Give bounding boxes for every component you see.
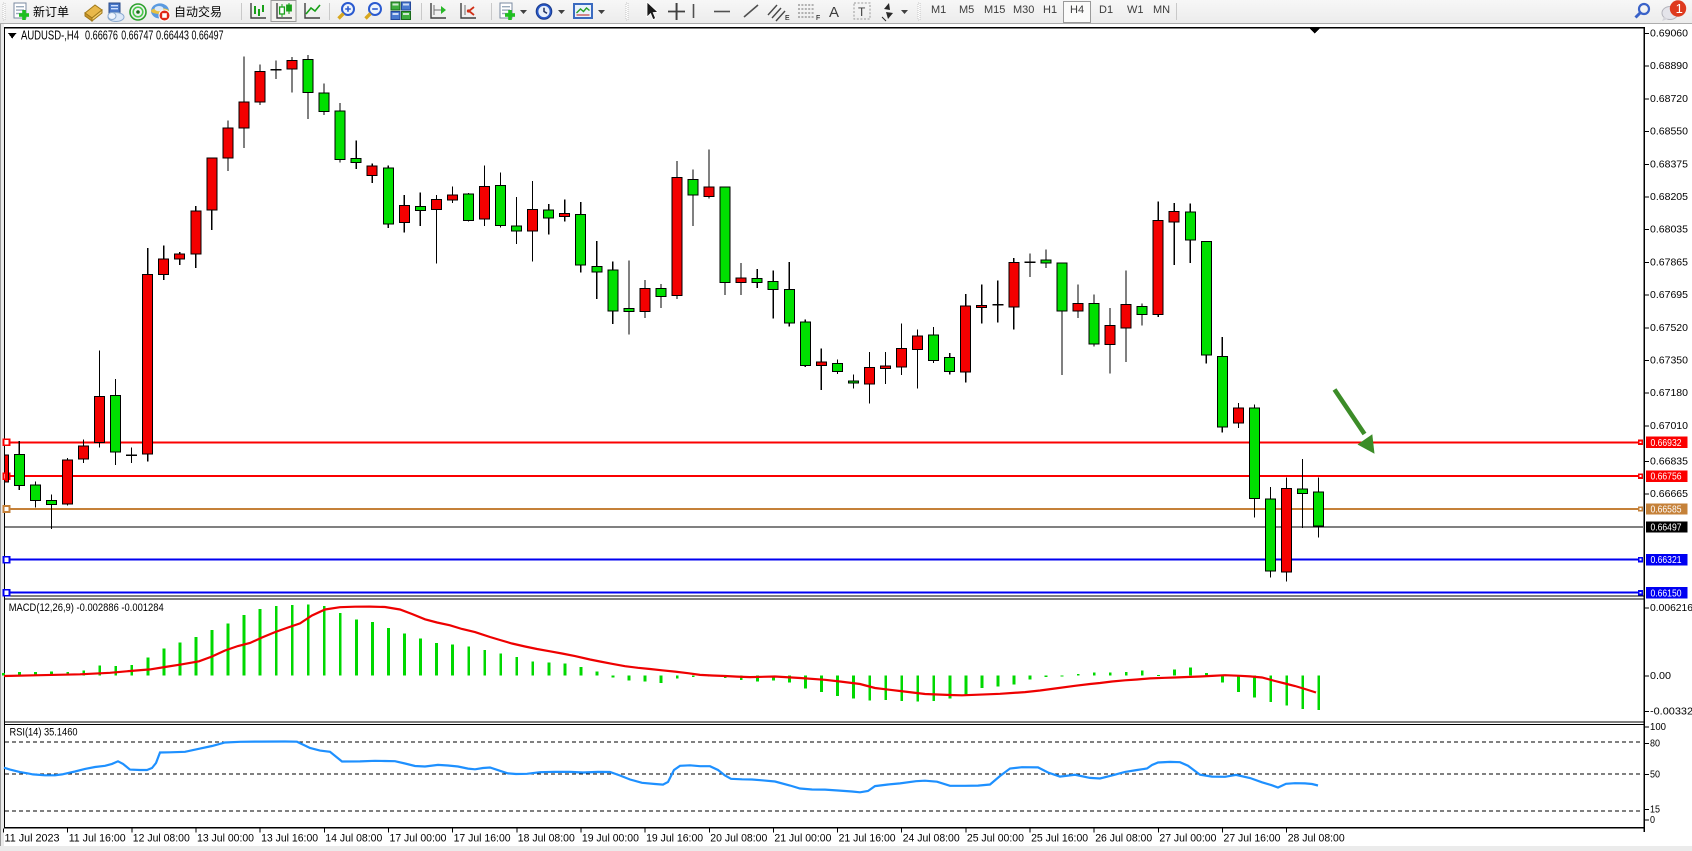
svg-text:28 Jul 08:00: 28 Jul 08:00 [1288,833,1345,845]
svg-text:19 Jul 16:00: 19 Jul 16:00 [646,833,703,845]
svg-text:15: 15 [1650,804,1660,816]
svg-text:1: 1 [1676,1,1683,16]
svg-text:0.66443: 0.66443 [156,29,189,43]
svg-text:0.68550: 0.68550 [1650,126,1688,138]
svg-text:0.67520: 0.67520 [1650,322,1688,334]
svg-text:E: E [785,15,790,22]
svg-text:26 Jul 08:00: 26 Jul 08:00 [1095,833,1152,845]
svg-text:0.006216: 0.006216 [1650,602,1692,614]
svg-text:21 Jul 16:00: 21 Jul 16:00 [839,833,896,845]
svg-text:0: 0 [1650,814,1655,826]
svg-text:F: F [816,15,820,22]
svg-text:50: 50 [1650,769,1660,781]
svg-text:新订单: 新订单 [33,4,69,19]
svg-text:0.68720: 0.68720 [1650,93,1688,105]
svg-text:12 Jul 08:00: 12 Jul 08:00 [133,833,190,845]
svg-text:0.66665: 0.66665 [1650,488,1688,500]
svg-text:20 Jul 08:00: 20 Jul 08:00 [710,833,767,845]
svg-text:25 Jul 00:00: 25 Jul 00:00 [967,833,1024,845]
svg-text:0.67010: 0.67010 [1650,420,1688,432]
svg-text:19 Jul 00:00: 19 Jul 00:00 [582,833,639,845]
svg-text:27 Jul 16:00: 27 Jul 16:00 [1224,833,1281,845]
svg-text:13 Jul 00:00: 13 Jul 00:00 [197,833,254,845]
svg-text:MACD(12,26,9) -0.002886 -0.001: MACD(12,26,9) -0.002886 -0.001284 [9,602,164,614]
svg-text:0.66676: 0.66676 [85,29,118,43]
svg-text:T: T [858,5,866,19]
svg-text:27 Jul 00:00: 27 Jul 00:00 [1159,833,1216,845]
svg-text:0.67865: 0.67865 [1650,256,1688,268]
svg-text:21 Jul 00:00: 21 Jul 00:00 [774,833,831,845]
svg-text:AUDUSD-,H4: AUDUSD-,H4 [21,29,79,43]
svg-text:-0.00332: -0.00332 [1650,705,1692,717]
svg-text:0.69060: 0.69060 [1650,28,1688,40]
svg-text:17 Jul 16:00: 17 Jul 16:00 [454,833,511,845]
svg-text:0.66321: 0.66321 [1651,554,1682,566]
svg-text:0.68375: 0.68375 [1650,158,1688,170]
svg-text:RSI(14) 35.1460: RSI(14) 35.1460 [10,727,78,739]
svg-text:0.66497: 0.66497 [192,29,224,43]
svg-text:0.67350: 0.67350 [1650,355,1688,367]
svg-text:0.66585: 0.66585 [1651,504,1682,516]
svg-text:11 Jul 2023: 11 Jul 2023 [5,833,60,845]
svg-text:18 Jul 08:00: 18 Jul 08:00 [518,833,575,845]
svg-text:13 Jul 16:00: 13 Jul 16:00 [261,833,318,845]
svg-text:24 Jul 08:00: 24 Jul 08:00 [903,833,960,845]
svg-text:0.66150: 0.66150 [1651,587,1682,599]
svg-text:0.67180: 0.67180 [1650,387,1688,399]
svg-text:80: 80 [1650,738,1660,750]
svg-text:A: A [829,4,839,21]
svg-text:17 Jul 00:00: 17 Jul 00:00 [390,833,447,845]
svg-text:0.66747: 0.66747 [121,29,153,43]
svg-text:0.66835: 0.66835 [1650,455,1688,467]
svg-text:25 Jul 16:00: 25 Jul 16:00 [1031,833,1088,845]
svg-text:0.68205: 0.68205 [1650,191,1688,203]
svg-text:0.66497: 0.66497 [1651,522,1682,534]
svg-text:自动交易: 自动交易 [174,4,222,19]
svg-text:0.66756: 0.66756 [1651,471,1682,483]
svg-text:0.68035: 0.68035 [1650,224,1688,236]
svg-text:11 Jul 16:00: 11 Jul 16:00 [69,833,126,845]
svg-text:0.67695: 0.67695 [1650,289,1688,301]
svg-text:0.00: 0.00 [1650,670,1671,682]
svg-text:0.68890: 0.68890 [1650,60,1688,72]
svg-text:14 Jul 08:00: 14 Jul 08:00 [325,833,382,845]
svg-text:0.66932: 0.66932 [1651,437,1682,449]
svg-text:100: 100 [1650,721,1666,733]
